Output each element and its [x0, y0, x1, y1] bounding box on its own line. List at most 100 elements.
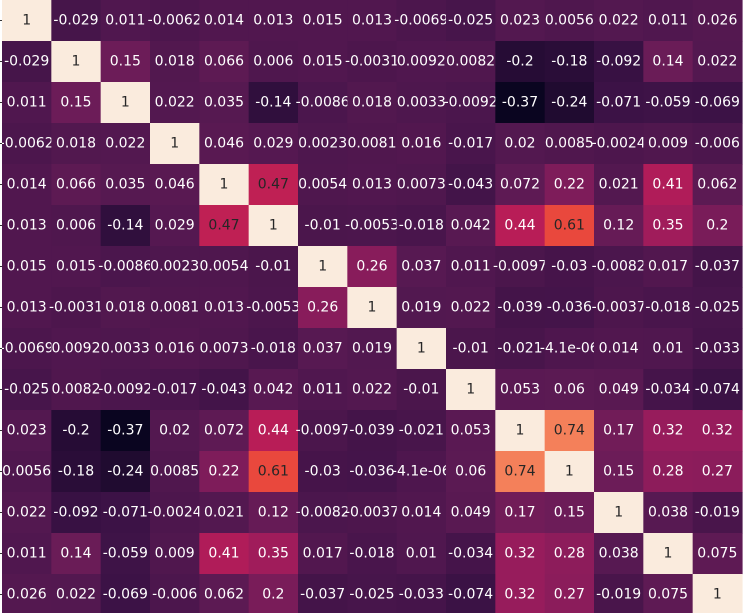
cell-value-label: -0.092 — [53, 505, 98, 521]
heatmap-cell — [692, 492, 743, 534]
heatmap-cell — [594, 369, 644, 411]
heatmap-cell — [544, 246, 595, 288]
cell-value-label: 0.12 — [258, 505, 289, 521]
heatmap-cell — [2, 82, 52, 124]
cell-value-label: 0.023 — [7, 423, 47, 439]
cell-value-label: 1 — [220, 177, 229, 193]
cell-value-label: 1 — [318, 259, 327, 275]
cell-value-label: 0.075 — [648, 587, 688, 603]
heatmap-cell — [446, 410, 496, 452]
cell-value-label: 1 — [121, 95, 130, 111]
cell-value-label: -0.018 — [251, 341, 296, 357]
heatmap-cell — [446, 369, 496, 411]
cell-value-label: -0.034 — [448, 546, 493, 562]
cell-value-label: 0.32 — [504, 546, 535, 562]
heatmap-cell — [594, 287, 644, 329]
heatmap-cell — [51, 574, 102, 613]
heatmap-cell — [446, 451, 496, 493]
heatmap-cell — [2, 123, 52, 165]
heatmap-cell — [692, 41, 743, 83]
cell-value-label: 0.01 — [406, 546, 437, 562]
heatmap-cell — [100, 574, 151, 613]
cell-value-label: 0.013 — [253, 13, 293, 29]
cell-value-label: 0.0092 — [397, 54, 446, 70]
cell-value-label: 0.019 — [401, 300, 441, 316]
heatmap-cell — [51, 82, 102, 124]
heatmap-cell — [298, 287, 348, 329]
cell-value-label: 0.28 — [554, 546, 585, 562]
heatmap-cell — [643, 574, 694, 613]
heatmap-cell — [347, 328, 398, 370]
heatmap-cell — [298, 410, 348, 452]
heatmap-cell — [100, 287, 151, 329]
heatmap-cell — [2, 574, 52, 613]
heatmap-cell — [594, 41, 644, 83]
heatmap-cell — [248, 123, 299, 165]
cell-value-label: 0.15 — [60, 95, 91, 111]
heatmap-cell — [2, 205, 52, 247]
heatmap-cell — [248, 205, 299, 247]
heatmap-cell — [199, 82, 250, 124]
cell-value-label: -0.0062 — [0, 136, 54, 152]
cell-value-label: 0.01 — [652, 341, 683, 357]
cell-value-label: 0.022 — [451, 300, 491, 316]
cell-value-label: 0.0033 — [397, 95, 446, 111]
cell-value-label: 0.018 — [352, 95, 392, 111]
heatmap-cell — [199, 369, 250, 411]
cell-value-label: 0.066 — [204, 54, 244, 70]
cell-value-label: 0.042 — [451, 218, 491, 234]
cell-value-label: 0.018 — [56, 136, 96, 152]
heatmap-cell — [594, 492, 644, 534]
cell-value-label: -0.18 — [58, 464, 94, 480]
heatmap-cell — [643, 533, 694, 575]
heatmap-cell — [248, 287, 299, 329]
cell-value-label: 0.021 — [599, 177, 639, 193]
cell-value-label: 0.022 — [105, 136, 145, 152]
heatmap-cell — [643, 492, 694, 534]
cell-value-label: -0.074 — [695, 382, 740, 398]
heatmap-cell — [248, 41, 299, 83]
heatmap-cell — [495, 0, 546, 42]
cell-value-label: -0.0069 — [0, 341, 54, 357]
cell-value-label: 0.0023 — [298, 136, 347, 152]
heatmap-cell — [446, 246, 496, 288]
heatmap-cell — [248, 82, 299, 124]
cell-value-label: 1 — [72, 54, 81, 70]
heatmap-cell — [347, 41, 398, 83]
heatmap-cell — [446, 164, 496, 206]
heatmap-cell — [100, 492, 151, 534]
cell-value-label: -0.0086 — [98, 259, 152, 275]
cell-value-label: -0.03 — [551, 259, 587, 275]
heatmap-cell — [594, 82, 644, 124]
cell-value-label: -0.071 — [103, 505, 148, 521]
cell-value-label: 0.0054 — [298, 177, 347, 193]
heatmap-cell — [396, 82, 447, 124]
cell-value-label: -4.1e-06 — [392, 464, 451, 480]
heatmap-cell — [594, 574, 644, 613]
heatmap-cell — [2, 369, 52, 411]
heatmap-cell — [100, 164, 151, 206]
heatmap-cell — [594, 410, 644, 452]
heatmap-cell — [2, 0, 52, 42]
heatmap-cell — [396, 451, 447, 493]
cell-value-label: 0.015 — [7, 259, 47, 275]
cell-value-label: 0.47 — [208, 218, 239, 234]
heatmap-cell — [100, 328, 151, 370]
cell-value-label: 0.014 — [204, 13, 244, 29]
heatmap-cell — [51, 328, 102, 370]
cell-value-label: 0.011 — [451, 259, 491, 275]
cell-value-label: -0.2 — [506, 54, 533, 70]
heatmap-cell — [544, 574, 595, 613]
heatmap-cell — [544, 0, 595, 42]
cell-value-label: -0.043 — [201, 382, 246, 398]
heatmap-cell — [594, 205, 644, 247]
heatmap-cell — [298, 205, 348, 247]
cell-value-label: 0.41 — [652, 177, 683, 193]
heatmap-cell — [495, 369, 546, 411]
heatmap-cell — [495, 287, 546, 329]
cell-value-label: 0.037 — [303, 341, 343, 357]
heatmap-cell — [199, 41, 250, 83]
cell-value-label: 1 — [664, 546, 673, 562]
heatmap-cell — [495, 492, 546, 534]
heatmap-cell — [544, 492, 595, 534]
